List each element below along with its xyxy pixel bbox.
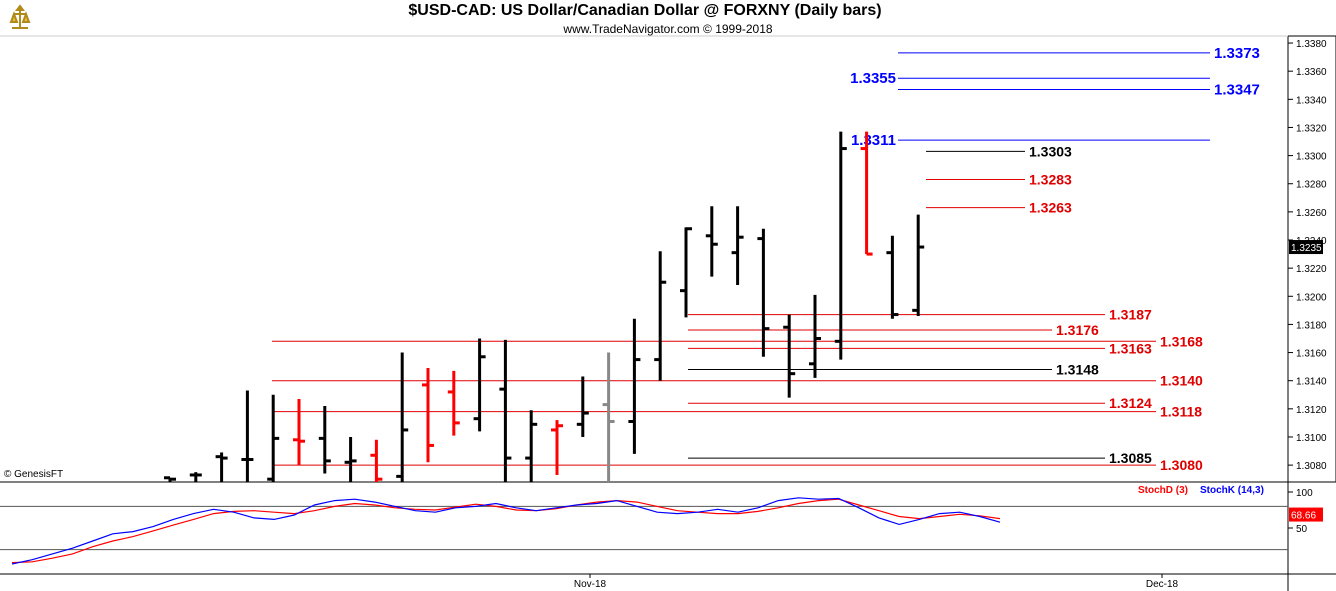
level-label: 1.3080 — [1160, 457, 1203, 473]
trade-navigator-logo-icon — [9, 4, 31, 29]
price-tick-label: 1.3300 — [1296, 152, 1327, 163]
level-label: 1.3163 — [1109, 340, 1152, 356]
chart-subtitle: www.TradeNavigator.com © 1999-2018 — [563, 22, 773, 36]
level-label: 1.3148 — [1056, 361, 1099, 377]
price-tick-label: 1.3280 — [1296, 180, 1327, 191]
stoch-tick-label: 100 — [1296, 488, 1313, 499]
level-label: 1.3187 — [1109, 307, 1152, 323]
price-tick-label: 1.3160 — [1296, 349, 1327, 360]
level-label: 1.3283 — [1029, 172, 1072, 188]
level-label: 1.3311 — [851, 132, 896, 149]
last-price-tag — [1289, 240, 1323, 255]
level-label: 1.3347 — [1214, 81, 1260, 98]
level-label: 1.3373 — [1214, 45, 1260, 62]
price-tick-label: 1.3080 — [1296, 461, 1327, 472]
price-tick-label: 1.3200 — [1296, 292, 1327, 303]
level-label: 1.3176 — [1056, 322, 1099, 338]
last-price-label: 1.3235 — [1291, 243, 1322, 254]
level-label: 1.3124 — [1109, 395, 1152, 411]
level-label: 1.3085 — [1109, 450, 1152, 466]
price-tick-label: 1.3100 — [1296, 433, 1327, 444]
price-tick-label: 1.3380 — [1296, 39, 1327, 50]
price-tick-label: 1.3120 — [1296, 405, 1327, 416]
level-label: 1.3263 — [1029, 200, 1072, 216]
time-tick-label: Dec-18 — [1146, 579, 1179, 590]
price-tick-label: 1.3260 — [1296, 208, 1327, 219]
genesis-credit: © GenesisFT — [4, 469, 64, 480]
price-tick-label: 1.3360 — [1296, 67, 1327, 78]
stoch-legend-k: StochK (14,3) — [1200, 485, 1264, 496]
level-label: 1.3118 — [1160, 404, 1202, 420]
price-tick-label: 1.3140 — [1296, 377, 1327, 388]
level-label: 1.3168 — [1160, 333, 1203, 349]
stoch-last-tag — [1289, 507, 1323, 522]
price-tick-label: 1.3180 — [1296, 320, 1327, 331]
price-tick-label: 1.3320 — [1296, 123, 1327, 134]
stoch-tick-label: 50 — [1296, 524, 1308, 535]
stoch-series-line — [11, 497, 1001, 565]
stoch-legend-d: StochD (3) — [1138, 485, 1188, 496]
stoch-series-line — [11, 498, 1001, 564]
price-tick-label: 1.3340 — [1296, 95, 1327, 106]
level-label: 1.3355 — [850, 70, 896, 87]
level-label: 1.3303 — [1029, 143, 1072, 159]
chart-title: $USD-CAD: US Dollar/Canadian Dollar @ FO… — [408, 2, 882, 19]
level-label: 1.3140 — [1160, 373, 1203, 389]
stoch-last-label: 68.66 — [1291, 511, 1316, 522]
price-tick-label: 1.3220 — [1296, 264, 1327, 275]
time-tick-label: Nov-18 — [574, 579, 607, 590]
